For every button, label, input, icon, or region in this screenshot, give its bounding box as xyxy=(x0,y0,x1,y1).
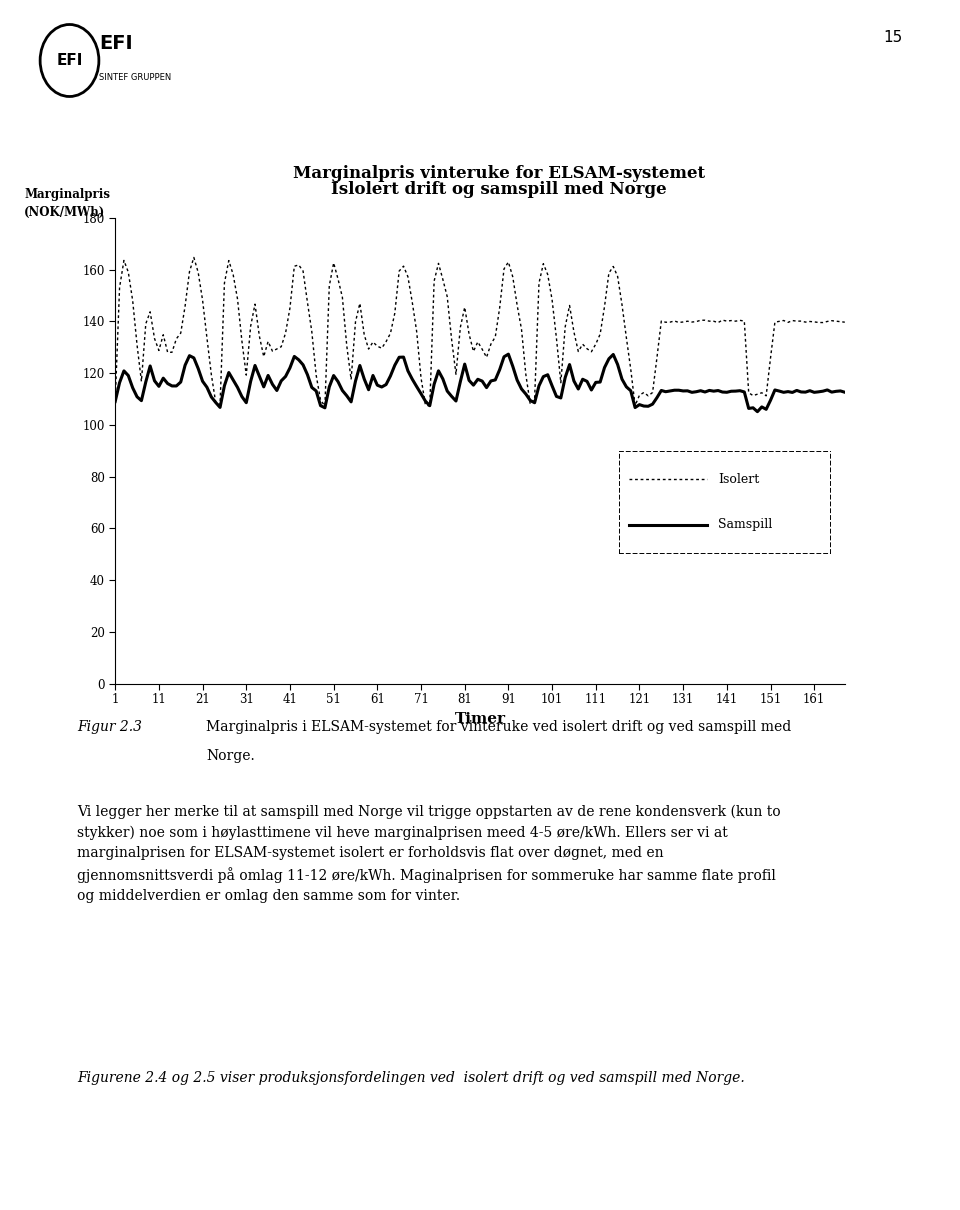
Samspill xyxy=(752,404,763,419)
Samspill xyxy=(503,347,515,362)
Text: Marginalpris i ELSAM-systemet for vinteruke ved isolert drift og ved samspill me: Marginalpris i ELSAM-systemet for vinter… xyxy=(206,720,792,734)
Isolert xyxy=(424,399,436,414)
Text: EFI: EFI xyxy=(57,53,83,68)
Line: Isolert: Isolert xyxy=(115,258,845,407)
Isolert xyxy=(245,319,256,334)
Text: Vi legger her merke til at samspill med Norge vil trigge oppstarten av de rene k: Vi legger her merke til at samspill med … xyxy=(77,805,780,903)
Text: Marginalpris vinteruke for ELSAM-systemet: Marginalpris vinteruke for ELSAM-systeme… xyxy=(293,165,706,181)
Samspill xyxy=(241,396,252,410)
Text: Norge.: Norge. xyxy=(206,749,255,764)
Text: Marginalpris: Marginalpris xyxy=(24,188,110,201)
Samspill xyxy=(839,385,851,399)
Isolert xyxy=(109,394,121,409)
Text: Figur 2.3: Figur 2.3 xyxy=(77,720,142,734)
Text: (NOK/MWh): (NOK/MWh) xyxy=(24,206,106,219)
Samspill xyxy=(319,401,330,415)
Isolert xyxy=(324,278,335,293)
Text: 15: 15 xyxy=(883,30,902,45)
Samspill xyxy=(529,396,540,410)
Samspill xyxy=(109,394,121,409)
Samspill xyxy=(695,384,707,398)
Samspill xyxy=(542,368,554,382)
Text: EFI: EFI xyxy=(99,34,132,53)
Isolert xyxy=(363,341,374,356)
Isolert xyxy=(699,313,710,328)
Isolert xyxy=(546,293,558,307)
Text: SINTEF GRUPPEN: SINTEF GRUPPEN xyxy=(99,73,171,82)
Text: Islolert drift og samspill med Norge: Islolert drift og samspill med Norge xyxy=(331,182,667,198)
X-axis label: Timer: Timer xyxy=(454,711,506,726)
Line: Samspill: Samspill xyxy=(115,355,845,411)
Text: Figurene 2.4 og 2.5 viser produksjonsfordelingen ved  isolert drift og ved samsp: Figurene 2.4 og 2.5 viser produksjonsfor… xyxy=(77,1071,745,1085)
Isolert xyxy=(188,250,200,265)
Isolert xyxy=(533,276,544,290)
Samspill xyxy=(358,371,370,386)
Isolert xyxy=(839,315,851,329)
